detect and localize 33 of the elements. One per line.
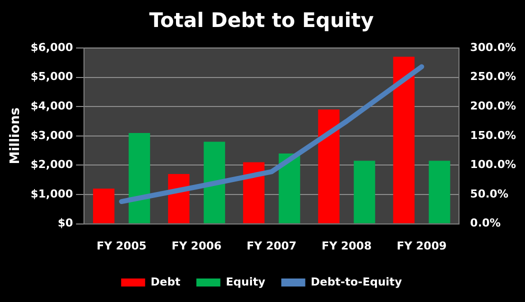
y2-tick-label: 100.0% bbox=[470, 158, 516, 172]
y-tick-label: $0 bbox=[58, 216, 74, 230]
y2-tick-label: 150.0% bbox=[470, 128, 516, 142]
y-tick-label: $3,000 bbox=[30, 128, 74, 142]
bar bbox=[393, 56, 415, 224]
y2-tick-label: 250.0% bbox=[470, 70, 516, 84]
legend-label: Debt-to-Equity bbox=[310, 275, 402, 288]
bar bbox=[278, 153, 300, 224]
bar bbox=[93, 188, 114, 224]
x-tick-label: FY 2009 bbox=[396, 239, 447, 252]
bar bbox=[318, 110, 340, 224]
chart-title: Total Debt to Equity bbox=[149, 8, 374, 32]
y-tick-label: $4,000 bbox=[30, 99, 74, 112]
legend-label: Debt bbox=[150, 275, 180, 288]
y2-tick-label: 200.0% bbox=[470, 99, 516, 112]
y-tick-label: $5,000 bbox=[30, 70, 74, 84]
x-tick-label: FY 2006 bbox=[172, 239, 222, 252]
y2-tick-label: 0.0% bbox=[470, 216, 501, 230]
y2-tick-label: 300.0% bbox=[470, 40, 516, 54]
y-axis-title: Millions bbox=[8, 107, 24, 164]
bar bbox=[428, 160, 450, 224]
x-tick-label: FY 2007 bbox=[246, 239, 297, 252]
x-tick-label: FY 2008 bbox=[322, 239, 372, 252]
bar bbox=[204, 142, 226, 224]
y-tick-label: $6,000 bbox=[30, 40, 74, 54]
y-tick-label: $1,000 bbox=[30, 187, 74, 200]
bar bbox=[243, 162, 264, 224]
bar bbox=[128, 132, 150, 224]
bar bbox=[354, 160, 376, 224]
legend-label: Equity bbox=[226, 275, 266, 288]
y-tick-label: $2,000 bbox=[30, 158, 74, 172]
x-tick-label: FY 2005 bbox=[96, 239, 147, 252]
y2-tick-label: 50.0% bbox=[470, 187, 508, 200]
